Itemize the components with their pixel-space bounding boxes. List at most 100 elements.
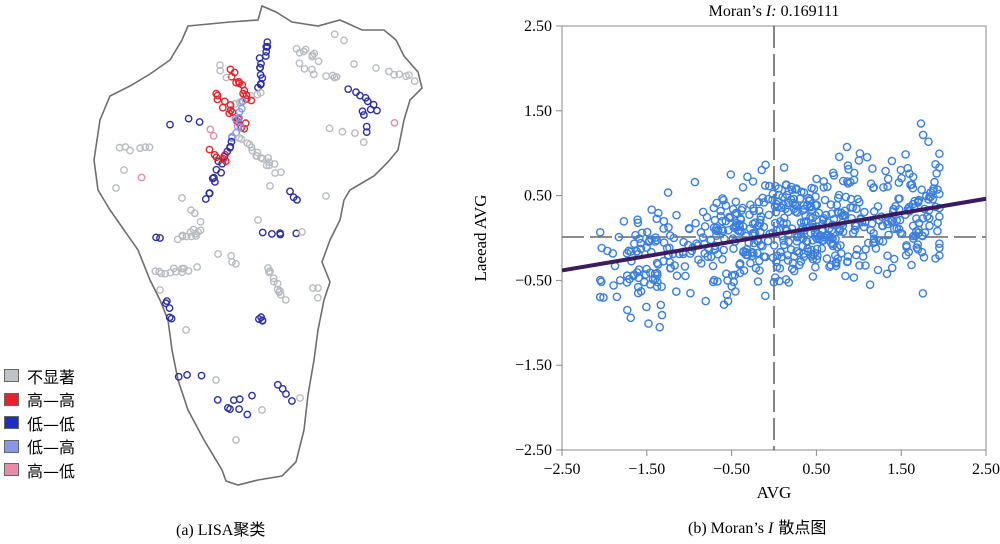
lisa-point-ll bbox=[256, 63, 264, 72]
x-tick-label: −2.50 bbox=[543, 461, 580, 478]
scatter-point bbox=[779, 218, 788, 228]
lisa-point-ns bbox=[405, 71, 413, 80]
scatter-point bbox=[787, 185, 797, 195]
scatter-point bbox=[741, 247, 751, 257]
scatter-point bbox=[730, 209, 740, 219]
scatter-point bbox=[916, 119, 926, 128]
scatter-point bbox=[721, 201, 731, 210]
scatter-point bbox=[700, 222, 710, 231]
legend-item: 高—低 bbox=[4, 458, 75, 482]
scatter-point bbox=[655, 322, 665, 332]
lisa-point-ll bbox=[210, 177, 219, 186]
scatter-point bbox=[596, 275, 605, 285]
lisa-point-ns bbox=[182, 326, 190, 334]
scatter-point bbox=[595, 227, 605, 237]
lisa-point-ns bbox=[299, 47, 308, 56]
scatter-point bbox=[878, 221, 887, 230]
scatter-point bbox=[797, 187, 806, 197]
scatter-point bbox=[615, 275, 625, 285]
scatter-point bbox=[843, 257, 852, 266]
lisa-point-ll bbox=[183, 370, 192, 379]
lisa-point-ll bbox=[286, 187, 294, 196]
scatter-point bbox=[822, 254, 832, 263]
lisa-point-ns bbox=[270, 160, 279, 168]
scatter-point bbox=[784, 237, 793, 247]
lisa-point-ns bbox=[325, 124, 334, 133]
lisa-point-ns bbox=[184, 267, 193, 275]
lisa-point-ns bbox=[193, 263, 202, 271]
scatter-point bbox=[698, 207, 708, 217]
scatter-point bbox=[640, 277, 649, 287]
lisa-point-ns bbox=[120, 166, 128, 174]
scatter-point bbox=[798, 205, 808, 215]
scatter-point bbox=[708, 261, 718, 271]
scatter-point bbox=[644, 319, 653, 328]
lisa-point-ns bbox=[253, 148, 262, 157]
scatter-point bbox=[894, 194, 903, 203]
scatter-point bbox=[799, 252, 809, 262]
scatter-point bbox=[933, 218, 943, 228]
scatter-point bbox=[887, 216, 896, 226]
scatter-point bbox=[935, 189, 944, 199]
lisa-point-hl bbox=[390, 119, 399, 127]
lisa-point-ns bbox=[145, 143, 154, 152]
scatter-point bbox=[652, 282, 662, 292]
lisa-point-ns bbox=[295, 59, 304, 68]
lisa-point-ns bbox=[314, 57, 323, 66]
scatter-point bbox=[914, 195, 924, 205]
scatter-point bbox=[791, 201, 801, 210]
legend-item: 低—低 bbox=[4, 411, 75, 435]
scatter-point bbox=[935, 149, 944, 158]
lisa-point-ns bbox=[228, 258, 236, 266]
scatter-point bbox=[875, 236, 884, 245]
moran-scatter: Moran’s I: 0.169111 2.50 1.50 0.50 −0.50 −1.… bbox=[471, 3, 1000, 502]
scatter-point bbox=[622, 248, 632, 258]
legend-label: 高—高 bbox=[27, 391, 76, 411]
lisa-point-ll bbox=[235, 405, 244, 413]
lisa-point-ll bbox=[217, 168, 226, 177]
lisa-point-ns bbox=[196, 217, 205, 226]
scatter-point bbox=[854, 156, 864, 165]
lisa-point-hl bbox=[209, 131, 218, 140]
scatter-point bbox=[826, 260, 836, 270]
scatter-point bbox=[821, 210, 831, 220]
lisa-point-ns bbox=[190, 209, 199, 218]
lisa-point-lh bbox=[235, 114, 244, 122]
scatter-point bbox=[701, 296, 711, 306]
scatter-point bbox=[756, 212, 766, 221]
scatter-point bbox=[779, 236, 788, 245]
lisa-point-ns bbox=[390, 70, 398, 79]
scatter-point bbox=[896, 228, 905, 238]
scatter-point bbox=[917, 185, 927, 194]
lisa-point-ns bbox=[295, 48, 304, 57]
lisa-point-ll bbox=[258, 228, 267, 237]
scatter-point bbox=[851, 250, 861, 260]
scatter-point bbox=[623, 305, 632, 315]
lisa-point-ns bbox=[258, 154, 267, 163]
scatter-point bbox=[873, 265, 883, 275]
scatter-point bbox=[883, 182, 892, 191]
scatter-point bbox=[918, 288, 928, 298]
legend-item: 高—高 bbox=[4, 388, 75, 412]
scatter-point bbox=[685, 224, 694, 234]
scatter-point bbox=[883, 174, 893, 184]
scatter-point bbox=[869, 228, 878, 238]
scatter-point bbox=[878, 237, 888, 246]
lisa-point-ns bbox=[141, 143, 150, 152]
scatter-point bbox=[842, 142, 852, 152]
scatter-point bbox=[753, 277, 763, 286]
y-axis-label: Laeead AVG bbox=[471, 194, 490, 281]
lisa-point-hh bbox=[213, 95, 222, 104]
scatter-point bbox=[903, 163, 913, 173]
scatter-point bbox=[735, 260, 744, 270]
scatter-point bbox=[753, 248, 762, 258]
scatter-point bbox=[912, 214, 921, 223]
lisa-point-ns bbox=[332, 73, 341, 81]
scatter-point bbox=[769, 241, 779, 250]
legend-label: 低—高 bbox=[27, 438, 76, 458]
scatter-point bbox=[748, 177, 758, 186]
scatter-point bbox=[783, 256, 793, 265]
scatter-point bbox=[894, 178, 904, 187]
region-boundary bbox=[93, 4, 423, 486]
chart-title: Moran’s I: 0.169111 bbox=[709, 3, 840, 20]
